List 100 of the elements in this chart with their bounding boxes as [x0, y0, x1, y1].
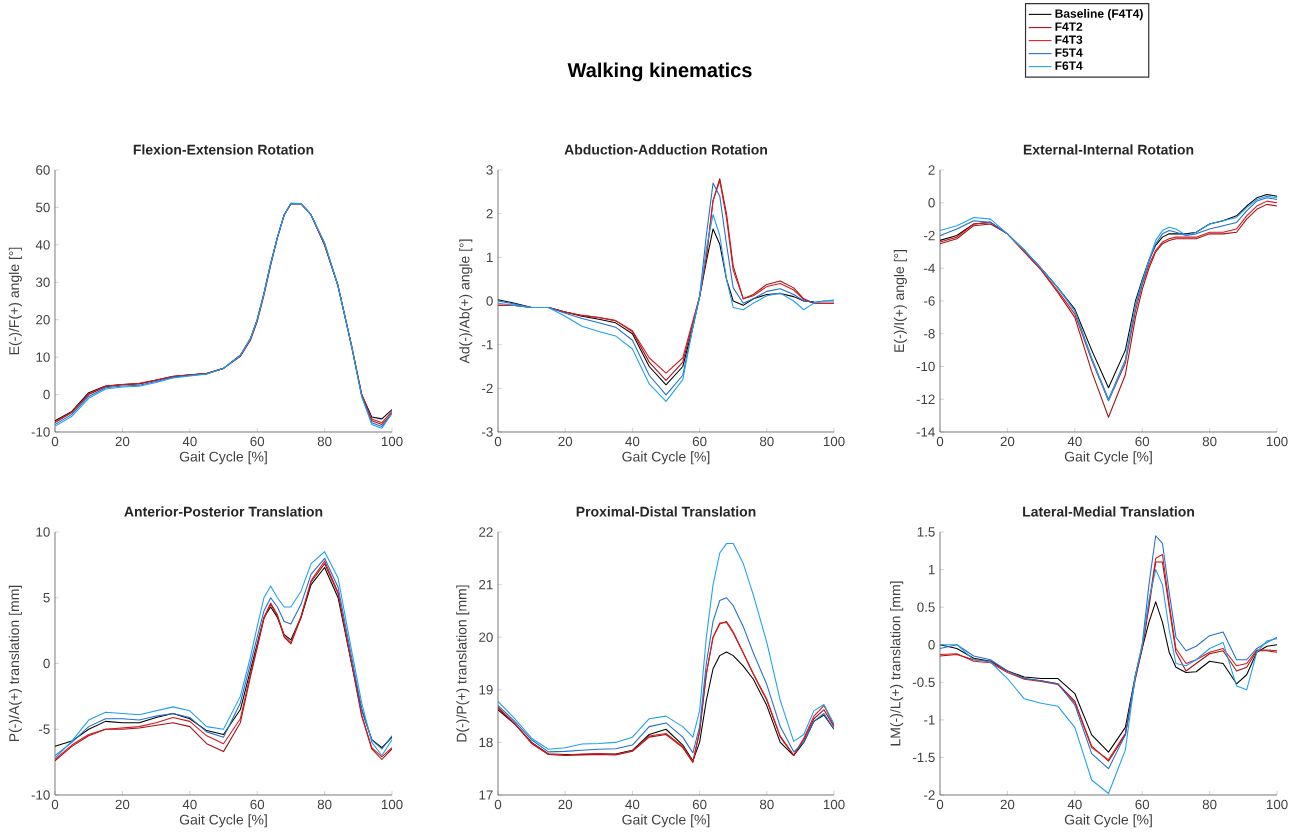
- x-tick-label: 0: [936, 436, 944, 447]
- y-axis-title: E(-)/I(+) angle [°]: [893, 250, 907, 352]
- y-tick-label: 2: [928, 165, 935, 175]
- y-tick-label: -3: [482, 427, 493, 437]
- y-tick-label: -6: [924, 296, 935, 306]
- y-tick-label: 2: [486, 209, 493, 219]
- y-tick-label: 0: [43, 389, 50, 400]
- x-tick-label: 0: [494, 436, 502, 447]
- y-tick-label: -1: [482, 340, 493, 350]
- y-tick-label: 30: [35, 277, 50, 287]
- y-tick-label: 10: [36, 352, 50, 362]
- y-axis-title: LM(-)/L(+) translation [mm]: [890, 581, 904, 746]
- x-tick-label: 60: [1135, 436, 1150, 447]
- y-tick-label: 1.5: [917, 527, 935, 537]
- y-tick-label: -2: [924, 230, 935, 241]
- y-tick-label: -1: [924, 715, 935, 725]
- y-tick-label: 0: [43, 658, 50, 669]
- x-tick-label: 40: [182, 436, 197, 447]
- x-tick-label: 60: [692, 436, 707, 447]
- x-tick-label: 20: [1000, 436, 1015, 447]
- y-tick-label: 60: [36, 165, 50, 175]
- y-tick-label: 20: [479, 632, 493, 642]
- x-axis-title: Gait Cycle [%]: [1064, 451, 1152, 465]
- x-axis-title: Gait Cycle [%]: [622, 814, 710, 828]
- y-tick-label: -1.5: [912, 752, 935, 763]
- legend-label: F4T3: [1055, 35, 1083, 44]
- y-tick-label: -2: [924, 790, 935, 800]
- y-tick-label: 0: [486, 296, 493, 306]
- y-tick-label: 3: [486, 165, 493, 175]
- x-axis-title: Gait Cycle [%]: [1064, 814, 1152, 828]
- x-tick-label: 0: [936, 799, 944, 810]
- chart-title: Abduction-Adduction Rotation: [564, 144, 768, 155]
- y-tick-label: -0.5: [912, 677, 935, 687]
- x-axis-title: Gait Cycle [%]: [622, 451, 710, 465]
- y-tick-label: -10: [31, 790, 50, 800]
- y-axis-title: P(-)/A(+) translation [mm]: [8, 585, 22, 742]
- chart-title: Flexion-Extension Rotation: [133, 144, 314, 155]
- y-tick-label: 19: [479, 685, 493, 695]
- y-tick-label: -2: [482, 383, 493, 393]
- x-tick-label: 40: [182, 799, 197, 810]
- x-tick-label: 80: [759, 799, 774, 810]
- y-tick-label: 1: [928, 564, 935, 575]
- x-tick-label: 40: [625, 799, 640, 810]
- legend-label: Baseline (F4T4): [1055, 9, 1143, 21]
- x-tick-label: 80: [1202, 799, 1217, 810]
- y-tick-label: 18: [479, 737, 493, 748]
- x-tick-label: 80: [317, 799, 332, 810]
- y-tick-label: 0.5: [917, 602, 935, 612]
- x-tick-label: 100: [823, 799, 845, 810]
- x-tick-label: 0: [51, 436, 59, 447]
- y-tick-label: -8: [924, 329, 935, 339]
- y-tick-label: -5: [39, 724, 50, 734]
- y-tick-label: 0: [928, 198, 935, 208]
- x-axis-title: Gait Cycle [%]: [179, 451, 267, 465]
- legend-label: F5T4: [1055, 48, 1083, 57]
- x-tick-label: 100: [381, 436, 403, 447]
- y-axis-title: D(-)/P(+) translation [mm]: [456, 585, 470, 742]
- x-tick-label: 100: [381, 799, 403, 810]
- x-tick-label: 20: [1000, 799, 1015, 810]
- chart-title: External-Internal Rotation: [1023, 144, 1194, 155]
- x-tick-label: 60: [250, 799, 265, 810]
- x-tick-label: 20: [115, 799, 130, 810]
- y-tick-label: 5: [43, 593, 50, 603]
- y-tick-label: -4: [924, 263, 935, 273]
- x-tick-label: 60: [1135, 799, 1150, 810]
- y-axis-title: E(-)/F(+) angle [°]: [8, 247, 22, 355]
- x-tick-label: 40: [1067, 436, 1082, 447]
- x-tick-label: 60: [692, 799, 707, 810]
- x-tick-label: 20: [115, 436, 130, 447]
- y-tick-label: 0: [928, 640, 935, 650]
- x-tick-label: 100: [1266, 436, 1288, 447]
- y-tick-label: 20: [36, 315, 50, 325]
- x-tick-label: 80: [759, 436, 774, 447]
- y-tick-label: -12: [916, 394, 935, 404]
- y-tick-label: 17: [479, 790, 493, 800]
- x-tick-label: 80: [317, 436, 332, 447]
- legend-label: F6T4: [1055, 61, 1083, 70]
- x-axis-title: Gait Cycle [%]: [179, 814, 267, 828]
- x-tick-label: 80: [1202, 436, 1217, 447]
- x-tick-label: 40: [625, 436, 640, 447]
- y-tick-label: -10: [916, 361, 935, 372]
- chart-title: Anterior-Posterior Translation: [124, 506, 323, 517]
- y-tick-label: 1: [486, 252, 493, 262]
- y-tick-label: -14: [916, 427, 935, 437]
- x-tick-label: 20: [558, 436, 573, 447]
- y-tick-label: 50: [36, 202, 50, 213]
- y-tick-label: 10: [36, 527, 50, 537]
- y-tick-label: 21: [479, 579, 493, 590]
- y-tick-label: 22: [479, 527, 493, 537]
- x-tick-label: 20: [558, 799, 573, 810]
- y-tick-label: -10: [31, 427, 50, 437]
- chart-title: Proximal-Distal Translation: [576, 506, 756, 517]
- x-tick-label: 100: [1266, 799, 1288, 810]
- x-tick-label: 100: [823, 436, 845, 447]
- x-tick-label: 40: [1067, 799, 1082, 810]
- chart-title: Lateral-Medial Translation: [1023, 506, 1194, 517]
- x-tick-label: 0: [494, 799, 502, 810]
- y-axis-title: Ad(-)/Ab(+) angle [°]: [459, 239, 473, 364]
- text: Walking kinematics: [567, 62, 752, 82]
- legend-label: F4T2: [1055, 22, 1083, 31]
